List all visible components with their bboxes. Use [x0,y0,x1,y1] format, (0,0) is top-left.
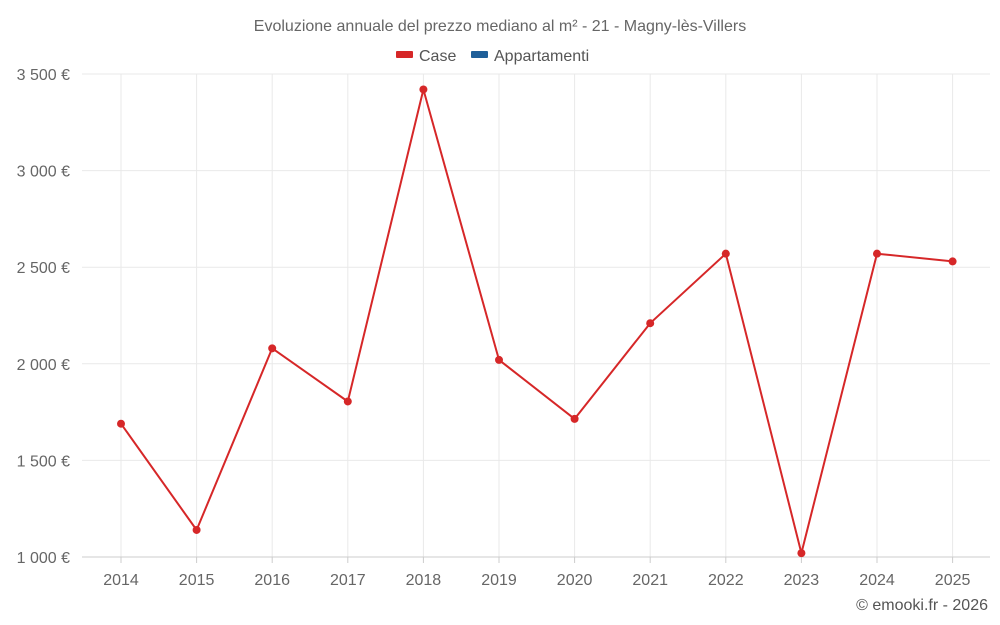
data-point[interactable] [948,257,957,266]
grid [82,73,990,557]
legend-swatch-appartamenti [471,51,488,58]
x-tick-label: 2019 [481,572,517,589]
axes [82,556,990,563]
y-tick-label: 1 500 € [17,453,70,470]
y-tick-label: 2 500 € [17,260,70,277]
x-tick-label: 2024 [859,572,895,589]
data-point[interactable] [797,549,806,558]
data-point[interactable] [192,525,201,534]
legend: Case Appartamenti [396,48,589,65]
legend-label-case: Case [419,48,456,65]
data-point[interactable] [419,85,428,94]
x-tick-label: 2022 [708,572,744,589]
y-tick-label: 3 000 € [17,164,70,181]
x-tick-label: 2020 [557,572,593,589]
x-tick-label: 2016 [254,572,290,589]
x-tick-label: 2025 [935,572,971,589]
x-tick-label: 2023 [784,572,820,589]
data-point[interactable] [570,414,579,423]
data-point[interactable] [873,249,881,258]
credit-text: © emooki.fr - 2026 [856,597,988,614]
data-point[interactable] [721,249,730,258]
x-tick-label: 2017 [330,572,366,589]
series-case [117,85,957,558]
x-axis-ticks: 2014 2015 2016 2017 2018 2019 2020 2021 2022 2023… [103,572,970,589]
y-axis-ticks: 1 000 € 1 500 € 2 000 € 2 500 € 3 000 € 3 500… [17,67,70,567]
legend-item-appartamenti[interactable]: Appartamenti [471,48,589,65]
series-line [120,88,953,555]
data-point[interactable] [343,397,352,406]
x-tick-label: 2014 [103,572,139,589]
legend-label-appartamenti: Appartamenti [494,48,589,65]
legend-item-case[interactable]: Case [396,48,456,65]
data-point[interactable] [117,419,125,428]
legend-swatch-case [396,51,413,58]
data-point[interactable] [268,344,277,353]
data-point[interactable] [646,319,655,328]
x-tick-label: 2015 [179,572,215,589]
x-tick-label: 2018 [406,572,442,589]
chart-title: Evoluzione annuale del prezzo mediano al… [254,18,746,35]
y-tick-label: 1 000 € [17,550,70,567]
y-tick-label: 2 000 € [17,357,70,374]
data-point[interactable] [495,355,503,364]
x-tick-label: 2021 [632,572,668,589]
series [117,85,957,558]
y-tick-label: 3 500 € [17,67,70,84]
